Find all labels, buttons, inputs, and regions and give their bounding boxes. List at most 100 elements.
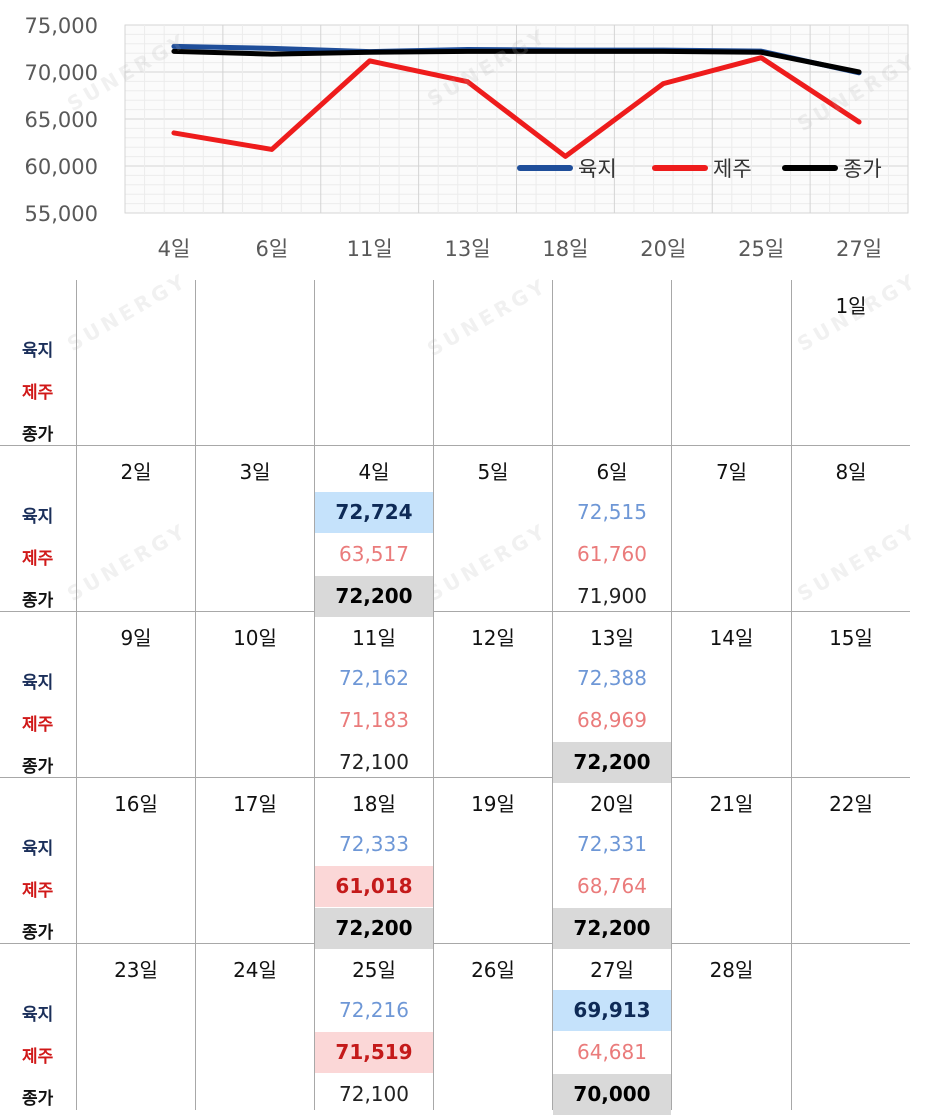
day-number: 5일 (477, 460, 509, 484)
calendar-day: 17일 (195, 778, 314, 943)
price-jong: 72,200 (553, 908, 671, 949)
day-number: 2일 (120, 460, 152, 484)
calendar-day: 25일 72,216 71,519 72,100 (314, 944, 433, 1110)
price-jeju: 68,969 (577, 708, 647, 732)
calendar-day: 11일 72,162 71,183 72,100 (314, 612, 433, 777)
row-label-jeju: 제주 (22, 1047, 54, 1067)
row-label-jong: 종가 (22, 425, 54, 445)
calendar-day: 22일 (791, 778, 910, 943)
price-jong: 72,200 (553, 742, 671, 783)
day-number: 15일 (829, 626, 873, 650)
calendar-day: 15일 (791, 612, 910, 777)
day-number: 25일 (352, 958, 396, 982)
x-tick-label: 13일 (445, 237, 491, 261)
price-jong: 72,100 (339, 1082, 409, 1106)
price-jeju: 61,760 (577, 542, 647, 566)
x-tick-label: 4일 (158, 237, 191, 261)
row-label-yuk: 육지 (22, 839, 54, 859)
calendar-day: 12일 (433, 612, 552, 777)
price-yuk: 72,162 (339, 666, 409, 690)
day-number: 24일 (233, 958, 277, 982)
calendar-day (791, 944, 910, 1110)
calendar-day: 10일 (195, 612, 314, 777)
price-jeju: 63,517 (339, 542, 409, 566)
row-label-jeju: 제주 (22, 549, 54, 569)
day-number: 10일 (233, 626, 277, 650)
calendar-day: 8일 (791, 446, 910, 611)
x-tick-label: 18일 (542, 237, 588, 261)
day-number: 26일 (471, 958, 515, 982)
calendar-day: 3일 (195, 446, 314, 611)
price-yuk: 72,216 (339, 998, 409, 1022)
calendar-week: 육지 제주 종가 16일 17일 18일 72,333 61,018 72,200 19일 20일 7… (0, 778, 910, 949)
row-label-yuk: 육지 (22, 341, 54, 361)
day-number: 22일 (829, 792, 873, 816)
calendar-day: 14일 (671, 612, 791, 777)
x-axis-ticks: 4일 6일 11일 13일 18일 20일 25일 27일 (158, 237, 882, 261)
row-label-yuk: 육지 (22, 1005, 54, 1025)
price-yuk: 72,388 (577, 666, 647, 690)
x-tick-label: 20일 (640, 237, 686, 261)
day-number: 14일 (709, 626, 754, 650)
calendar-day (552, 280, 671, 445)
day-number: 1일 (835, 294, 867, 318)
day-number: 4일 (358, 460, 390, 484)
row-label-jeju: 제주 (22, 383, 54, 403)
calendar-day: 24일 (195, 944, 314, 1110)
chart-legend: 육지 제주 종가 (517, 157, 882, 181)
day-number: 27일 (590, 958, 634, 982)
y-tick-label: 70,000 (25, 61, 98, 85)
price-jong: 70,000 (553, 1074, 671, 1115)
legend-label: 육지 (578, 157, 617, 181)
calendar-day: 16일 (76, 778, 195, 943)
row-label-jeju: 제주 (22, 715, 54, 735)
calendar-day: 21일 (671, 778, 791, 943)
day-number: 8일 (835, 460, 867, 484)
calendar-day: 26일 (433, 944, 552, 1110)
x-tick-label: 27일 (836, 237, 882, 261)
calendar-day: 1일 (791, 280, 910, 445)
price-jong: 71,900 (577, 584, 647, 608)
calendar-day: 7일 (671, 446, 791, 611)
day-number: 28일 (709, 958, 754, 982)
day-number: 13일 (590, 626, 634, 650)
legend-label: 제주 (713, 157, 752, 181)
row-label-yuk: 육지 (22, 673, 54, 693)
calendar-day: 13일 72,388 68,969 72,200 (552, 612, 671, 783)
x-tick-label: 25일 (738, 237, 784, 261)
row-label-jong: 종가 (22, 591, 54, 611)
calendar-day: 4일 72,724 63,517 72,200 (314, 446, 433, 617)
y-tick-label: 60,000 (25, 155, 98, 179)
row-labels: 육지 제주 종가 (0, 778, 76, 943)
price-jeju: 64,681 (577, 1040, 647, 1064)
calendar-day (314, 280, 433, 445)
calendar-day (76, 280, 195, 445)
calendar-day: 27일 69,913 64,681 70,000 (552, 944, 671, 1115)
price-yuk: 69,913 (553, 990, 671, 1031)
calendar-day: 20일 72,331 68,764 72,200 (552, 778, 671, 949)
series-line-종가 (171, 48, 862, 75)
price-jeju: 71,183 (339, 708, 409, 732)
legend-label: 종가 (843, 157, 882, 181)
price-jong: 72,200 (315, 908, 433, 949)
price-calendar: 육지 제주 종가 1일 육지 제주 종가 2일 3일 4일 72,724 63,517 72,200 5일… (0, 280, 910, 1115)
row-label-jeju: 제주 (22, 881, 54, 901)
calendar-day (195, 280, 314, 445)
row-labels: 육지 제주 종가 (0, 944, 76, 1110)
day-number: 18일 (352, 792, 396, 816)
price-yuk: 72,515 (577, 500, 647, 524)
day-number: 9일 (120, 626, 152, 650)
row-label-jong: 종가 (22, 757, 54, 777)
y-tick-label: 55,000 (25, 202, 98, 226)
calendar-day: 5일 (433, 446, 552, 611)
day-number: 16일 (114, 792, 158, 816)
x-tick-label: 11일 (347, 237, 393, 261)
day-number: 23일 (114, 958, 158, 982)
calendar-day: 28일 (671, 944, 791, 1110)
calendar-day: 19일 (433, 778, 552, 943)
price-jong: 72,100 (339, 750, 409, 774)
row-labels: 육지 제주 종가 (0, 446, 76, 611)
day-number: 11일 (352, 626, 396, 650)
